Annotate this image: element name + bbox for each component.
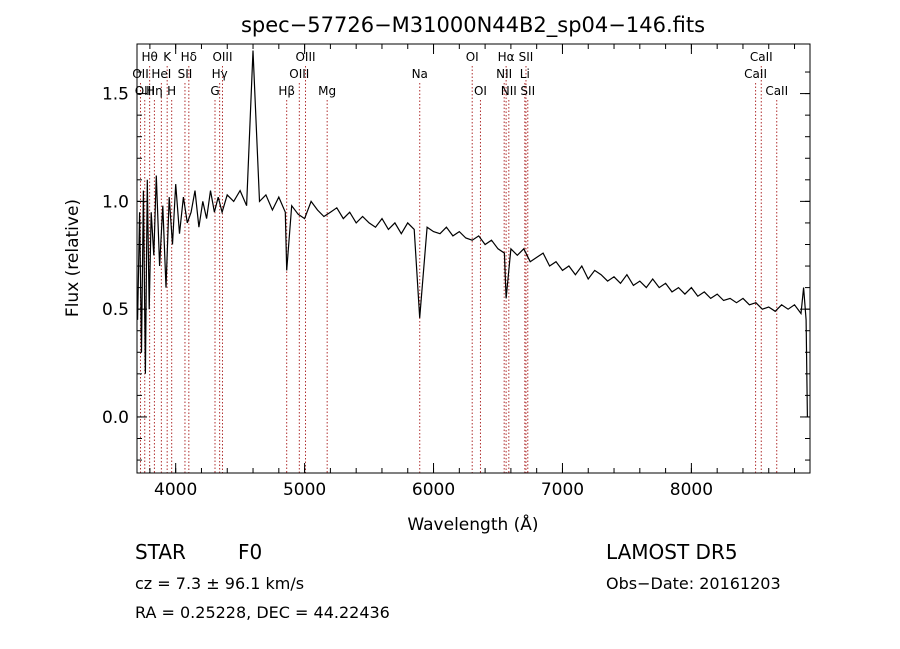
object-subclass: F0 <box>238 540 263 564</box>
coordinates: RA = 0.25228, DEC = 44.22436 <box>135 603 390 622</box>
spectral-line-label: Hδ <box>181 50 197 64</box>
plot-frame <box>136 43 811 474</box>
chart-title: spec−57726−M31000N44B2_sp04−146.fits <box>241 13 705 38</box>
y-tick-label: 1.5 <box>102 85 129 105</box>
spectrum-line <box>137 50 808 417</box>
y-axis-label: Flux (relative) <box>63 199 83 317</box>
spectral-line-label: CaII <box>744 67 767 81</box>
spectral-line-label: Hη <box>146 84 163 98</box>
spectral-line-label: OI <box>466 50 479 64</box>
survey-name: LAMOST DR5 <box>606 540 738 564</box>
spectral-line-label: Hβ <box>278 84 295 98</box>
spectral-line-label: Li <box>520 67 530 81</box>
spectral-line-label: HeI <box>151 67 171 81</box>
spectral-line-label: SII <box>178 67 193 81</box>
spectral-line-label: OIII <box>295 50 315 64</box>
spectral-line-label: Hα <box>498 50 515 64</box>
spectral-line-label: Mg <box>318 84 336 98</box>
spectral-line-label: OI <box>474 84 487 98</box>
spectral-line-label: OIII <box>135 84 155 98</box>
spectral-line-label: Na <box>412 67 428 81</box>
spectral-line-label: OIII <box>289 67 309 81</box>
spectral-line-label: SII <box>520 84 535 98</box>
spectral-line-label: G <box>210 84 219 98</box>
x-tick-label: 8000 <box>670 480 713 500</box>
spectral-line-label: NII <box>501 84 517 98</box>
spectral-line-label: OIII <box>212 50 232 64</box>
y-axis-ticks: 0.0 0.5 1.0 1.5 <box>102 71 810 461</box>
x-tick-label: 4000 <box>154 480 197 500</box>
x-axis-ticks: 4000 5000 6000 7000 8000 <box>149 44 796 500</box>
spectral-line-markers <box>139 66 778 473</box>
redshift-velocity: cz = 7.3 ± 96.1 km/s <box>135 574 305 593</box>
x-axis-label: Wavelength (Å) <box>407 513 538 535</box>
spectral-line-label: NII <box>496 67 512 81</box>
x-tick-label: 5000 <box>283 480 326 500</box>
spectral-line-label: H <box>167 84 176 98</box>
x-tick-label: 7000 <box>541 480 584 500</box>
spectral-line-label: K <box>163 50 172 64</box>
observation-date: Obs−Date: 20161203 <box>606 574 781 593</box>
spectral-line-label: CaII <box>750 50 773 64</box>
y-tick-label: 1.0 <box>102 192 129 212</box>
spectral-line-label: OII <box>132 67 149 81</box>
spectral-line-label: CaII <box>765 84 788 98</box>
spectral-line-label: SII <box>519 50 534 64</box>
spectral-line-label: Hγ <box>212 67 228 81</box>
x-tick-label: 6000 <box>412 480 455 500</box>
object-class: STAR <box>135 540 186 564</box>
y-tick-label: 0.5 <box>102 300 129 320</box>
y-tick-label: 0.0 <box>102 408 129 428</box>
spectral-line-label: Hθ <box>141 50 157 64</box>
